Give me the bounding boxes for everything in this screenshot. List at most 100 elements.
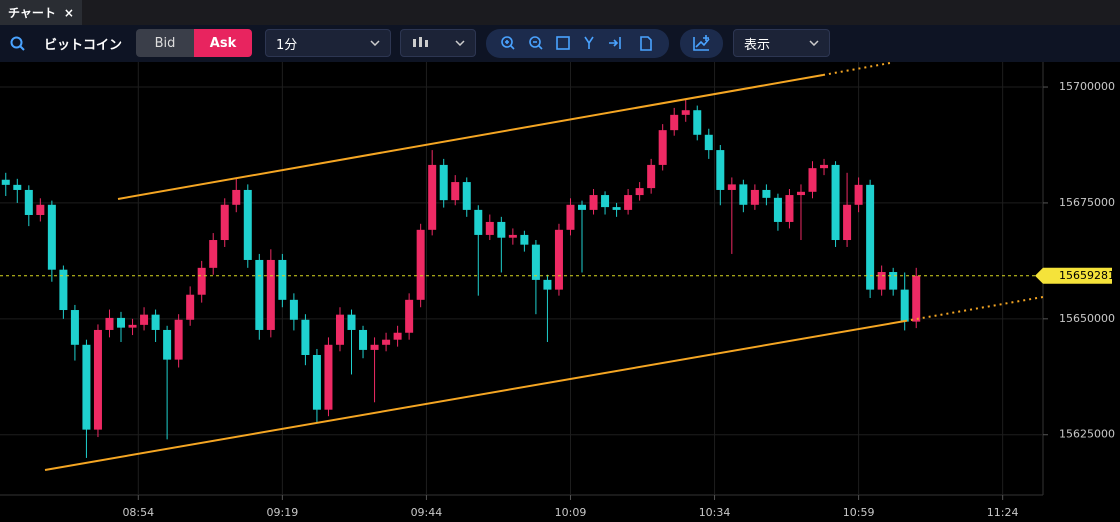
x-tick-label: 10:09 (555, 506, 587, 519)
candle-body (658, 130, 667, 165)
candle-body (209, 240, 218, 268)
candle-body (635, 188, 644, 196)
candle-body (739, 184, 748, 205)
candle-body (59, 269, 68, 311)
candle-body (359, 329, 368, 350)
candle-body (232, 189, 241, 205)
x-tick-label: 08:54 (122, 506, 154, 519)
candle-body (601, 195, 610, 208)
indicator-button[interactable] (680, 29, 723, 58)
candle-body (105, 317, 114, 330)
candle-body (151, 314, 160, 330)
chart: 15700000 15675000 15650000 15625000 08:54 09:… (0, 62, 1115, 519)
candle-body (197, 267, 206, 295)
candle-body (877, 272, 886, 290)
chart-type-select[interactable] (400, 29, 476, 57)
tab[interactable]: チャート × (0, 0, 82, 25)
x-tick-label: 09:19 (267, 506, 299, 519)
candle-body (13, 184, 22, 190)
tab-close[interactable]: × (63, 5, 74, 20)
bid-button[interactable]: Bid (136, 29, 194, 57)
candle-body (324, 344, 333, 410)
candle-body (531, 244, 540, 280)
candle-body (693, 110, 702, 135)
y-tick-label: 15675000 (1059, 196, 1115, 209)
candle-body (773, 197, 782, 222)
symbol[interactable]: ビットコイン (44, 38, 123, 53)
candle-body (186, 294, 195, 320)
candle-body (220, 204, 229, 241)
candle-body (785, 195, 794, 222)
candle-body (554, 229, 563, 290)
candle-body (163, 329, 172, 360)
candle-body (716, 150, 725, 190)
candle-body (405, 299, 414, 333)
candle-body (82, 344, 91, 430)
candle-body (243, 189, 252, 260)
last-price-tag (1035, 267, 1112, 284)
last-price-label: 15659281 (1059, 269, 1115, 282)
candle-body (670, 114, 679, 131)
ask-button[interactable]: Ask (194, 29, 252, 57)
candle-icon (413, 37, 428, 47)
search-icon[interactable] (10, 36, 26, 52)
tool-group[interactable] (486, 29, 669, 58)
candle-body (128, 324, 137, 328)
candles (1, 100, 921, 458)
candle-body (831, 164, 840, 241)
candle-body (612, 207, 621, 210)
interval: 1分 (276, 37, 298, 53)
x-tick-label: 09:44 (411, 506, 443, 519)
candle-body (543, 279, 552, 290)
y-tick-label: 15700000 (1059, 80, 1115, 93)
candle-body (278, 259, 287, 300)
candle-body (382, 339, 391, 345)
x-tick-label: 11:24 (987, 506, 1019, 519)
candle-body (704, 134, 713, 151)
trend-line (44, 320, 906, 471)
candle-body (370, 344, 379, 350)
candle-body (266, 259, 275, 330)
candle-body (796, 191, 805, 196)
x-tick-label: 10:34 (699, 506, 731, 519)
candle-body (578, 204, 587, 210)
tab-title: チャート (8, 6, 56, 20)
candle-body (24, 189, 33, 215)
candle-body (647, 164, 656, 189)
y-tick-label: 15625000 (1059, 428, 1115, 441)
candle-body (428, 164, 437, 230)
candle-body (508, 234, 517, 238)
candle-body (70, 310, 79, 345)
candle-body (889, 272, 898, 290)
toolbar: ビットコイン Bid Ask 1分 表示 (0, 25, 1120, 62)
candle-body (289, 299, 298, 320)
tab-bar: チャート × (0, 0, 1120, 25)
interval-select[interactable]: 1分 (265, 29, 391, 57)
candle-body (117, 317, 126, 328)
candle-body (47, 204, 56, 270)
candle-body (866, 184, 875, 290)
candle-body (416, 229, 425, 300)
chevron (370, 40, 380, 46)
display-select[interactable]: 表示 (733, 29, 830, 57)
x-tick-label: 10:59 (843, 506, 875, 519)
candle-body (589, 195, 598, 210)
candle-body (439, 164, 448, 201)
candle-body (912, 275, 921, 322)
candle-body (93, 329, 102, 430)
candle-body (255, 259, 264, 330)
candle-body (900, 289, 909, 322)
candle-body (1, 179, 10, 185)
grid: 15700000 15675000 15650000 15625000 08:54 09:… (0, 62, 1115, 519)
overlay: 15659281 (0, 267, 1115, 284)
chevron (809, 40, 819, 46)
candle-body (566, 204, 575, 230)
candle-body (393, 332, 402, 340)
candle-body (808, 168, 817, 192)
candle-body (312, 354, 321, 410)
candle-body (497, 221, 506, 238)
candle-body (462, 182, 471, 210)
candle-body (750, 189, 759, 205)
candle-body (347, 314, 356, 330)
